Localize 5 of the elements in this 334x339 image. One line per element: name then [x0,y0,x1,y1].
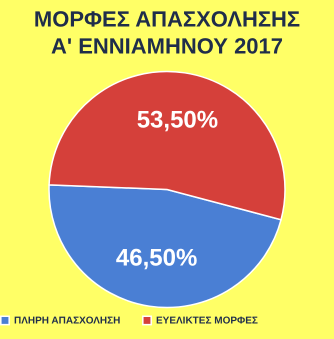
legend-label: ΠΛΗΡΗ ΑΠΑΣΧΟΛΗΣΗ [14,315,120,326]
data-label: 46,50% [116,244,198,272]
data-label: 53,50% [136,106,218,134]
legend-label: ΕΥΕΛΙΚΤΕΣ ΜΟΡΦΕΣ [156,315,258,326]
chart-title: ΜΟΡΦΕΣ ΑΠΑΣΧΟΛΗΣΗΣ Α' ΕΝΝΙΑΜΗΝΟΥ 2017 [34,6,300,58]
